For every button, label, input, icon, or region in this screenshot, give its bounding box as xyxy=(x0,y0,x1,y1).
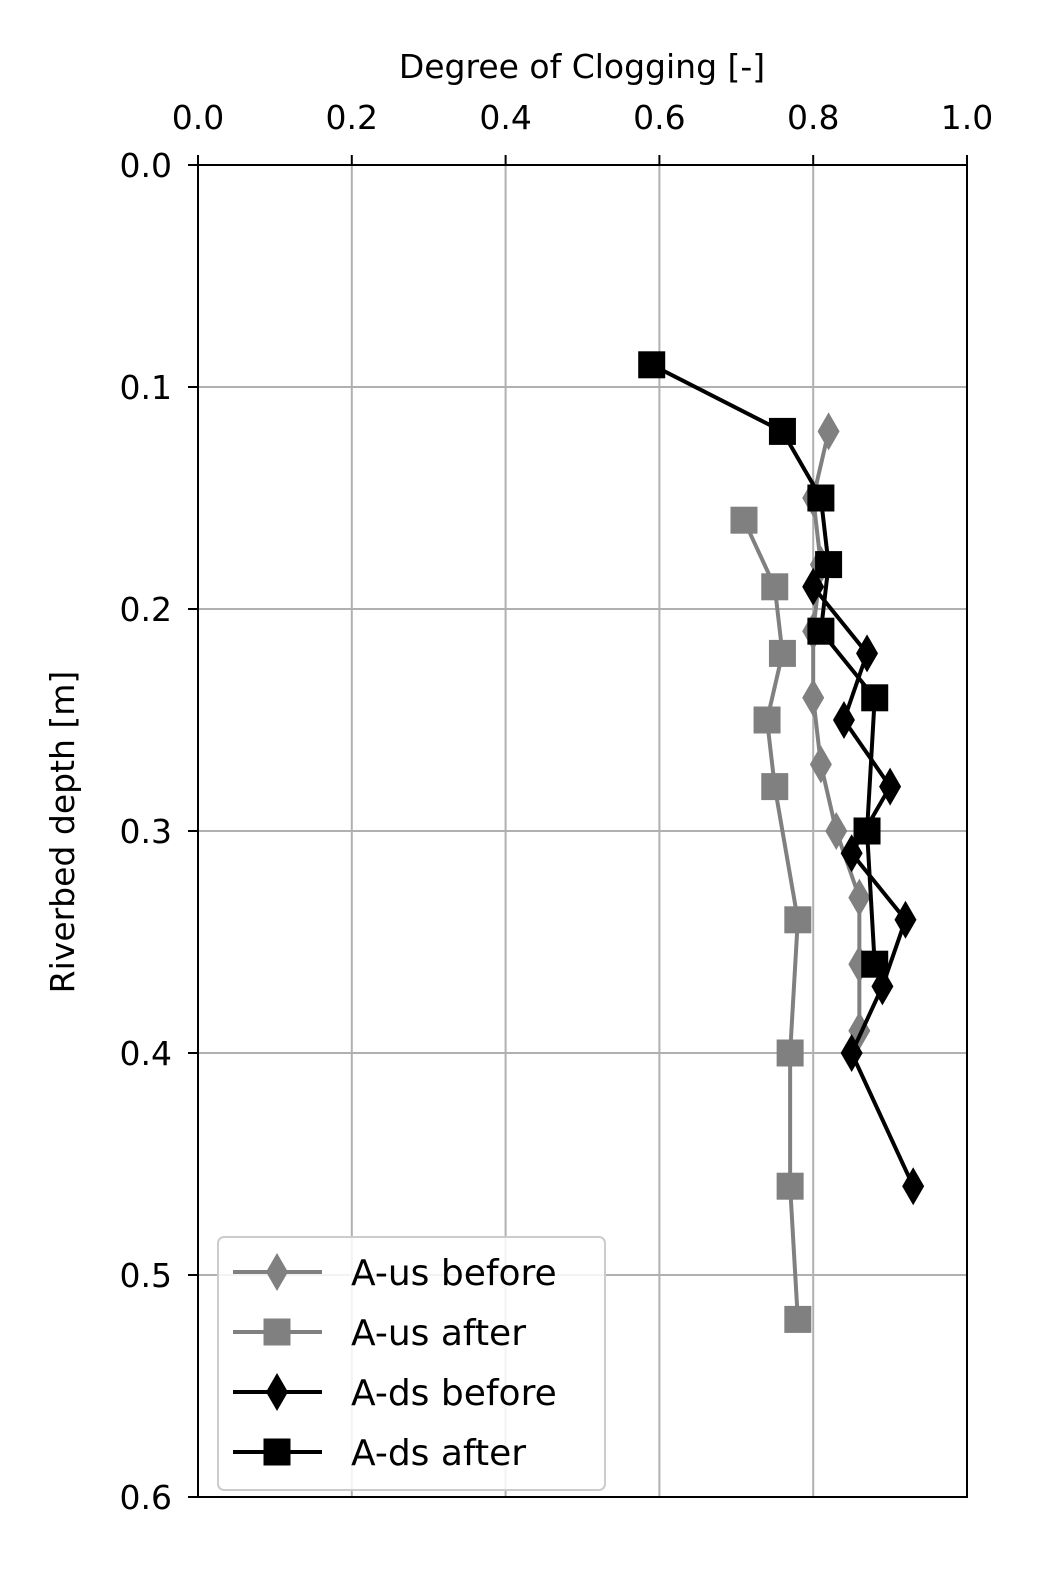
data-point-a-ds-before xyxy=(879,767,902,806)
x-axis-label: Degree of Clogging [-] xyxy=(399,47,765,86)
x-tick-label: 0.0 xyxy=(172,98,224,137)
plot-series xyxy=(638,351,925,1333)
data-point-a-ds-after xyxy=(768,417,796,445)
legend-marker-a-us-after xyxy=(263,1318,291,1346)
data-point-a-ds-before xyxy=(894,900,917,939)
data-point-a-ds-after xyxy=(807,484,835,512)
data-point-a-ds-before xyxy=(840,1034,863,1072)
data-point-a-ds-before xyxy=(856,634,879,673)
y-tick-label: 0.0 xyxy=(120,146,172,185)
data-point-a-us-after xyxy=(784,906,812,934)
data-point-a-us-after xyxy=(753,706,781,734)
y-tick-label: 0.3 xyxy=(120,812,172,851)
legend-box xyxy=(217,1236,606,1491)
legend-marker-a-us-before xyxy=(266,1253,288,1291)
data-point-a-us-after xyxy=(776,1172,804,1200)
series-a-us-after xyxy=(730,506,812,1333)
legend-marker-a-ds-before xyxy=(266,1373,288,1411)
axis-ticks: 0.0 0.2 0.4 0.6 0.8 1.0 0.0 0.1 0.2 0.3 0.4 0.5 0.6 xyxy=(120,98,994,1517)
y-tick-label: 0.6 xyxy=(120,1478,172,1517)
data-point-a-us-after xyxy=(761,573,789,601)
y-tick-label: 0.1 xyxy=(120,368,172,407)
y-tick-label: 0.5 xyxy=(120,1256,172,1295)
legend-label-a-ds-before: A-ds before xyxy=(351,1373,557,1414)
data-point-a-ds-after xyxy=(815,551,843,579)
x-tick-label: 0.4 xyxy=(479,98,531,137)
data-point-a-us-before xyxy=(848,878,871,917)
legend-marker-a-ds-after xyxy=(263,1438,291,1466)
legend: A-us before A-us after A-ds before A-ds aft… xyxy=(217,1236,606,1491)
series-a-ds-after xyxy=(638,351,889,978)
x-tick-label: 0.2 xyxy=(326,98,378,137)
data-point-a-ds-after xyxy=(807,617,835,645)
legend-label-a-ds-after: A-ds after xyxy=(351,1433,526,1474)
data-point-a-ds-after xyxy=(861,684,889,712)
data-point-a-us-after xyxy=(776,1039,804,1067)
data-point-a-ds-before xyxy=(902,1167,925,1206)
data-point-a-us-after xyxy=(768,639,796,667)
data-point-a-us-after xyxy=(784,1305,812,1333)
data-point-a-us-after xyxy=(761,773,789,801)
data-point-a-us-before xyxy=(817,412,840,451)
data-point-a-us-before xyxy=(825,812,848,850)
data-point-a-us-before xyxy=(809,745,832,784)
data-point-a-us-before xyxy=(802,678,825,717)
x-tick-label: 1.0 xyxy=(941,98,993,137)
legend-label-a-us-before: A-us before xyxy=(351,1253,557,1294)
x-tick-label: 0.6 xyxy=(633,98,685,137)
data-point-a-us-after xyxy=(730,506,758,534)
data-point-a-ds-after xyxy=(638,351,666,379)
y-tick-label: 0.2 xyxy=(120,590,172,629)
data-point-a-ds-before xyxy=(832,701,855,739)
data-point-a-ds-after xyxy=(853,817,881,845)
y-tick-label: 0.4 xyxy=(120,1034,172,1073)
y-axis-label: Riverbed depth [m] xyxy=(43,671,82,994)
legend-label-a-us-after: A-us after xyxy=(351,1313,526,1354)
data-point-a-ds-after xyxy=(861,950,889,978)
series-line-a-us-before xyxy=(811,430,862,1031)
x-tick-label: 0.8 xyxy=(787,98,839,137)
